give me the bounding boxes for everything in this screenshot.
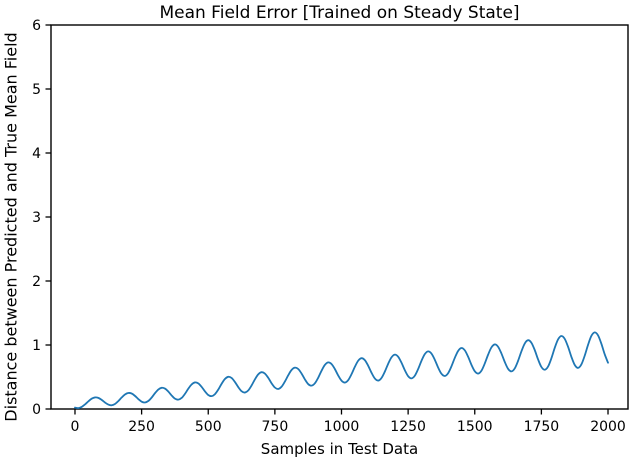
y-tick-label: 5: [32, 82, 41, 98]
x-tick-label: 1250: [390, 419, 426, 435]
y-tick-label: 0: [32, 402, 41, 418]
y-tick-label: 3: [32, 210, 41, 226]
y-tick-label: 4: [32, 146, 41, 162]
x-tick-label: 500: [195, 419, 222, 435]
y-tick-label: 6: [32, 18, 41, 34]
x-tick-label: 750: [262, 419, 289, 435]
x-tick-label: 2000: [590, 419, 626, 435]
y-tick-label: 2: [32, 274, 41, 290]
x-tick-label: 250: [128, 419, 155, 435]
x-tick-label: 0: [71, 419, 80, 435]
x-tick-label: 1750: [524, 419, 560, 435]
plot-spines: [50, 24, 629, 410]
x-tick-label: 1000: [324, 419, 360, 435]
x-tick-label: 1500: [457, 419, 493, 435]
series-line-mean-field-error: [74, 331, 609, 410]
chart-title: Mean Field Error [Trained on Steady Stat…: [159, 3, 520, 23]
x-axis-label: Samples in Test Data: [260, 440, 419, 458]
y-tick-label: 1: [32, 338, 41, 354]
